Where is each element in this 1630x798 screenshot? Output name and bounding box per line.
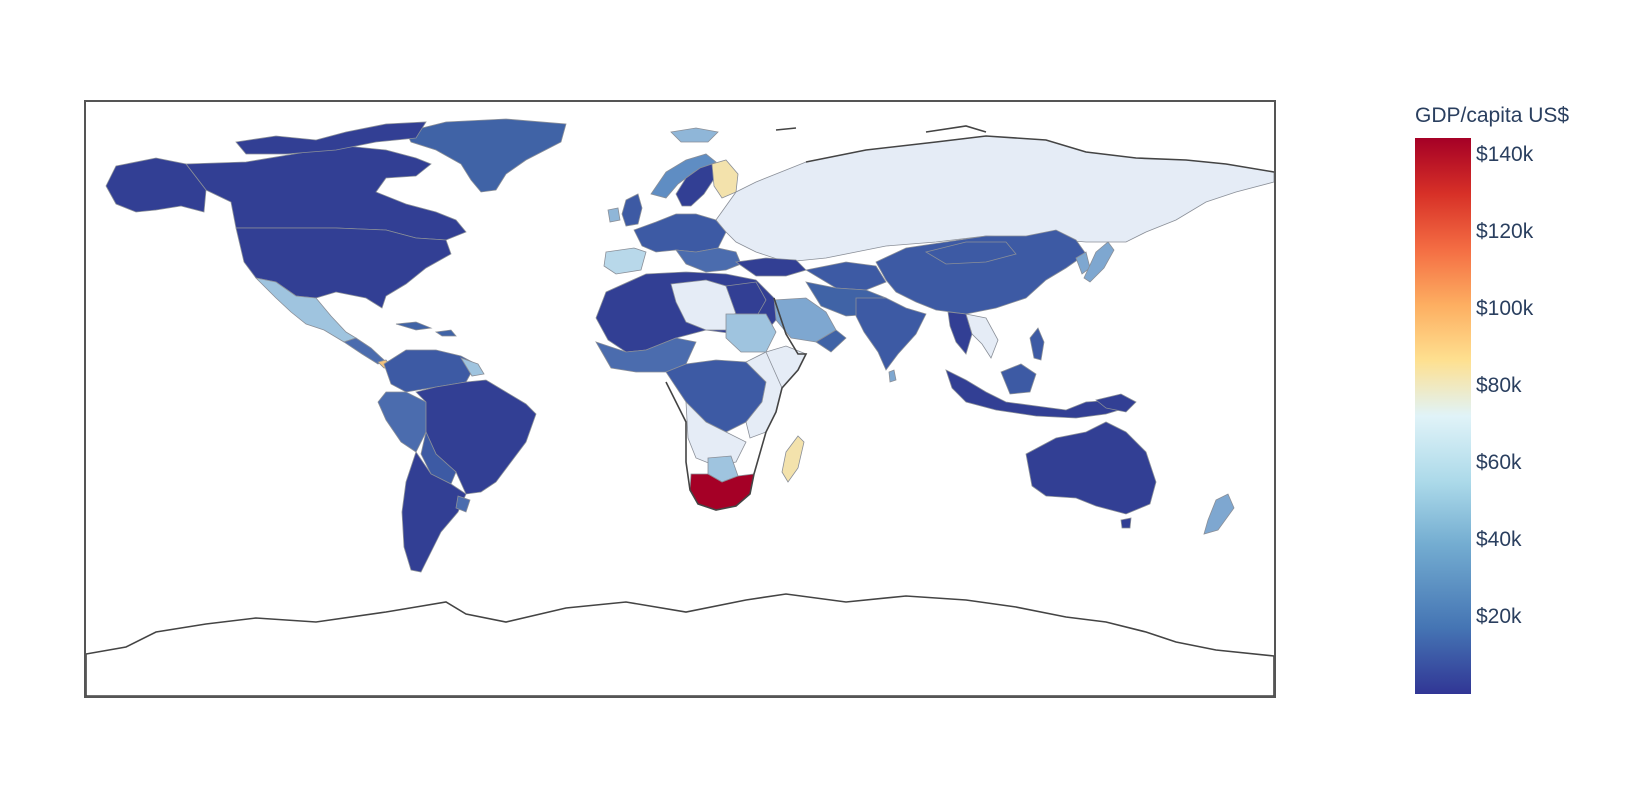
philippines[interactable] [1029,327,1045,361]
borneo[interactable] [1000,363,1037,395]
india[interactable] [855,297,927,371]
colorbar-tick: $80k [1476,374,1522,397]
colorbar-tick: $120k [1476,220,1534,243]
colorbar-gradient [1415,138,1471,694]
colorbar [1415,138,1471,694]
united-kingdom[interactable] [621,193,643,227]
caribbean-islands[interactable] [395,321,457,337]
sudan[interactable] [725,313,777,353]
africa-coastline [665,297,808,511]
mongolia[interactable] [924,241,1017,265]
canada[interactable] [185,145,467,241]
canadian-arctic-archipelago[interactable] [235,121,427,155]
greenland[interactable] [405,118,567,193]
papua-new-guinea[interactable] [1095,393,1137,413]
peru-ecuador[interactable] [377,391,427,453]
sri-lanka[interactable] [888,369,897,383]
world-map-svg[interactable] [86,102,1274,696]
japan[interactable] [1083,241,1115,283]
uruguay[interactable] [455,495,471,513]
colorbar-tick: $140k [1476,143,1534,166]
colorbar-tick: $20k [1476,605,1522,628]
west-africa[interactable] [595,337,697,373]
argentina-chile[interactable] [401,451,467,573]
oman-yemen[interactable] [815,329,847,353]
finland[interactable] [711,159,739,199]
madagascar[interactable] [781,435,805,483]
australia[interactable] [1025,421,1157,515]
tasmania[interactable] [1120,517,1132,529]
alaska[interactable] [105,157,207,213]
russia-coastline [805,135,1274,173]
united-states[interactable] [235,227,452,309]
western-europe[interactable] [633,213,727,253]
iceland[interactable] [670,127,719,143]
colorbar-tick: $100k [1476,297,1534,320]
spain-portugal[interactable] [603,247,647,275]
turkey[interactable] [734,257,807,277]
indonesia[interactable] [945,369,1127,419]
new-zealand[interactable] [1203,493,1235,535]
guyana-suriname[interactable] [460,357,485,377]
egypt[interactable] [725,281,767,315]
choropleth-map[interactable] [84,100,1276,698]
central-america[interactable] [343,337,385,365]
colorbar-title: GDP/capita US$ [1415,104,1570,127]
ireland[interactable] [607,207,621,223]
colorbar-tick: $60k [1476,451,1522,474]
colorbar-tick: $40k [1476,528,1522,551]
antarctica[interactable] [86,593,1274,696]
italy-balkans[interactable] [675,247,742,273]
vietnam-laos[interactable] [965,313,999,359]
norway[interactable] [650,153,717,199]
angola-zambia[interactable] [685,400,747,467]
